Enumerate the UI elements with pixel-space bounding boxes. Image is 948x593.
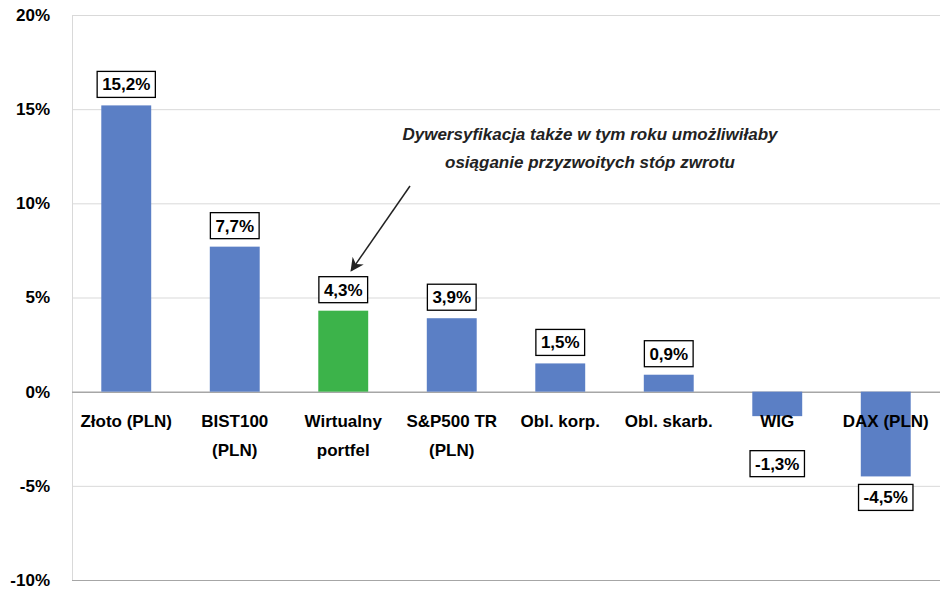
annotation-line: Dywersyfikacja także w tym roku umożliwi… — [402, 125, 779, 144]
grid-line — [72, 298, 940, 299]
category-label: Obl. korp. — [521, 412, 600, 431]
category-label-line: portfel — [317, 441, 370, 460]
annotation-arrow — [351, 186, 410, 271]
tick: 15% — [16, 100, 940, 119]
tick: -5% — [20, 477, 940, 496]
category-label-line: BIST100 — [201, 412, 268, 431]
label-box — [210, 213, 259, 239]
bar — [318, 311, 368, 392]
category-label: Wirtualny portfel — [305, 412, 383, 460]
label-box — [750, 451, 804, 477]
data-label-text: -1,3% — [755, 455, 799, 474]
category-label: Złoto (PLN) — [80, 412, 172, 431]
annotation: Dywersyfikacja także w tym roku umożliwi… — [402, 125, 779, 172]
data-label-text: 4,3% — [324, 281, 363, 300]
grid-line — [72, 486, 940, 487]
category-label-line: Obl. korp. — [521, 412, 600, 431]
grid-line — [72, 391, 940, 393]
tick-label: -5% — [20, 477, 50, 496]
tick: 5% — [25, 288, 940, 307]
data-label: 1,5% — [536, 329, 585, 355]
label-box — [644, 341, 693, 367]
grid-line — [72, 580, 940, 581]
tick-label: 0% — [25, 383, 50, 402]
label-box — [427, 284, 476, 310]
plot: -10% -5% 0% 5% 10% 15% 20% Złoto (PLN) BIST100 (P… — [10, 6, 940, 590]
data-label: 0,9% — [644, 341, 693, 367]
tick: 20% — [16, 6, 940, 25]
data-label-text: 15,2% — [102, 75, 150, 94]
data-label-text: 1,5% — [541, 333, 580, 352]
tick-label: -10% — [10, 571, 50, 590]
category-label: BIST100 (PLN) — [201, 412, 268, 460]
tick-label: 15% — [16, 100, 50, 119]
data-label-text: 7,7% — [215, 217, 254, 236]
data-label: 3,9% — [427, 284, 476, 310]
bar — [535, 363, 585, 391]
bar — [427, 318, 477, 391]
tick-label: 10% — [16, 194, 50, 213]
bars — [101, 105, 910, 476]
category-label-line: DAX (PLN) — [843, 412, 929, 431]
tick-label: 20% — [16, 6, 50, 25]
tick: 0% — [25, 383, 940, 402]
annotation-line: osiąganie przyzwoitych stóp zwrotu — [445, 153, 736, 172]
data-label: 15,2% — [97, 71, 155, 97]
data-label: 4,3% — [319, 277, 368, 303]
category-label: S&P500 TR (PLN) — [406, 412, 497, 460]
category-label-line: (PLN) — [429, 441, 474, 460]
category-label-line: (PLN) — [212, 441, 257, 460]
chart: -10% -5% 0% 5% 10% 15% 20% Złoto (PLN) BIST100 (P… — [0, 0, 948, 593]
category-label-line: Wirtualny — [305, 412, 383, 431]
bar — [210, 247, 260, 392]
label-box — [536, 329, 585, 355]
grid-line — [72, 109, 940, 110]
label-box — [319, 277, 368, 303]
category-label: WIG — [760, 412, 794, 431]
category-label-line: Złoto (PLN) — [80, 412, 172, 431]
category-label: Obl. skarb. — [625, 412, 713, 431]
grid-line — [72, 203, 940, 204]
label-box — [859, 484, 913, 510]
category-label: DAX (PLN) — [843, 412, 929, 431]
bar — [861, 392, 911, 477]
data-label-text: 0,9% — [649, 345, 688, 364]
data-labels: 15,2% 7,7% 4,3% 3,9% 1,5% 0,9% -1,3% -4,5% — [97, 71, 913, 510]
label-box — [97, 71, 155, 97]
bar — [101, 105, 151, 391]
tick: 10% — [16, 194, 940, 213]
data-label-text: -4,5% — [864, 488, 908, 507]
category-label-line: Obl. skarb. — [625, 412, 713, 431]
category-label-line: WIG — [760, 412, 794, 431]
data-label: 7,7% — [210, 213, 259, 239]
category-label-line: S&P500 TR — [406, 412, 497, 431]
data-label: -1,3% — [750, 451, 804, 477]
bar — [644, 375, 694, 392]
tick-label: 5% — [25, 288, 50, 307]
data-label: -4,5% — [859, 484, 913, 510]
grid-line — [72, 15, 940, 16]
data-label-text: 3,9% — [432, 288, 471, 307]
y-axis: -10% -5% 0% 5% 10% 15% 20% — [10, 6, 940, 590]
tick: -10% — [10, 571, 940, 590]
